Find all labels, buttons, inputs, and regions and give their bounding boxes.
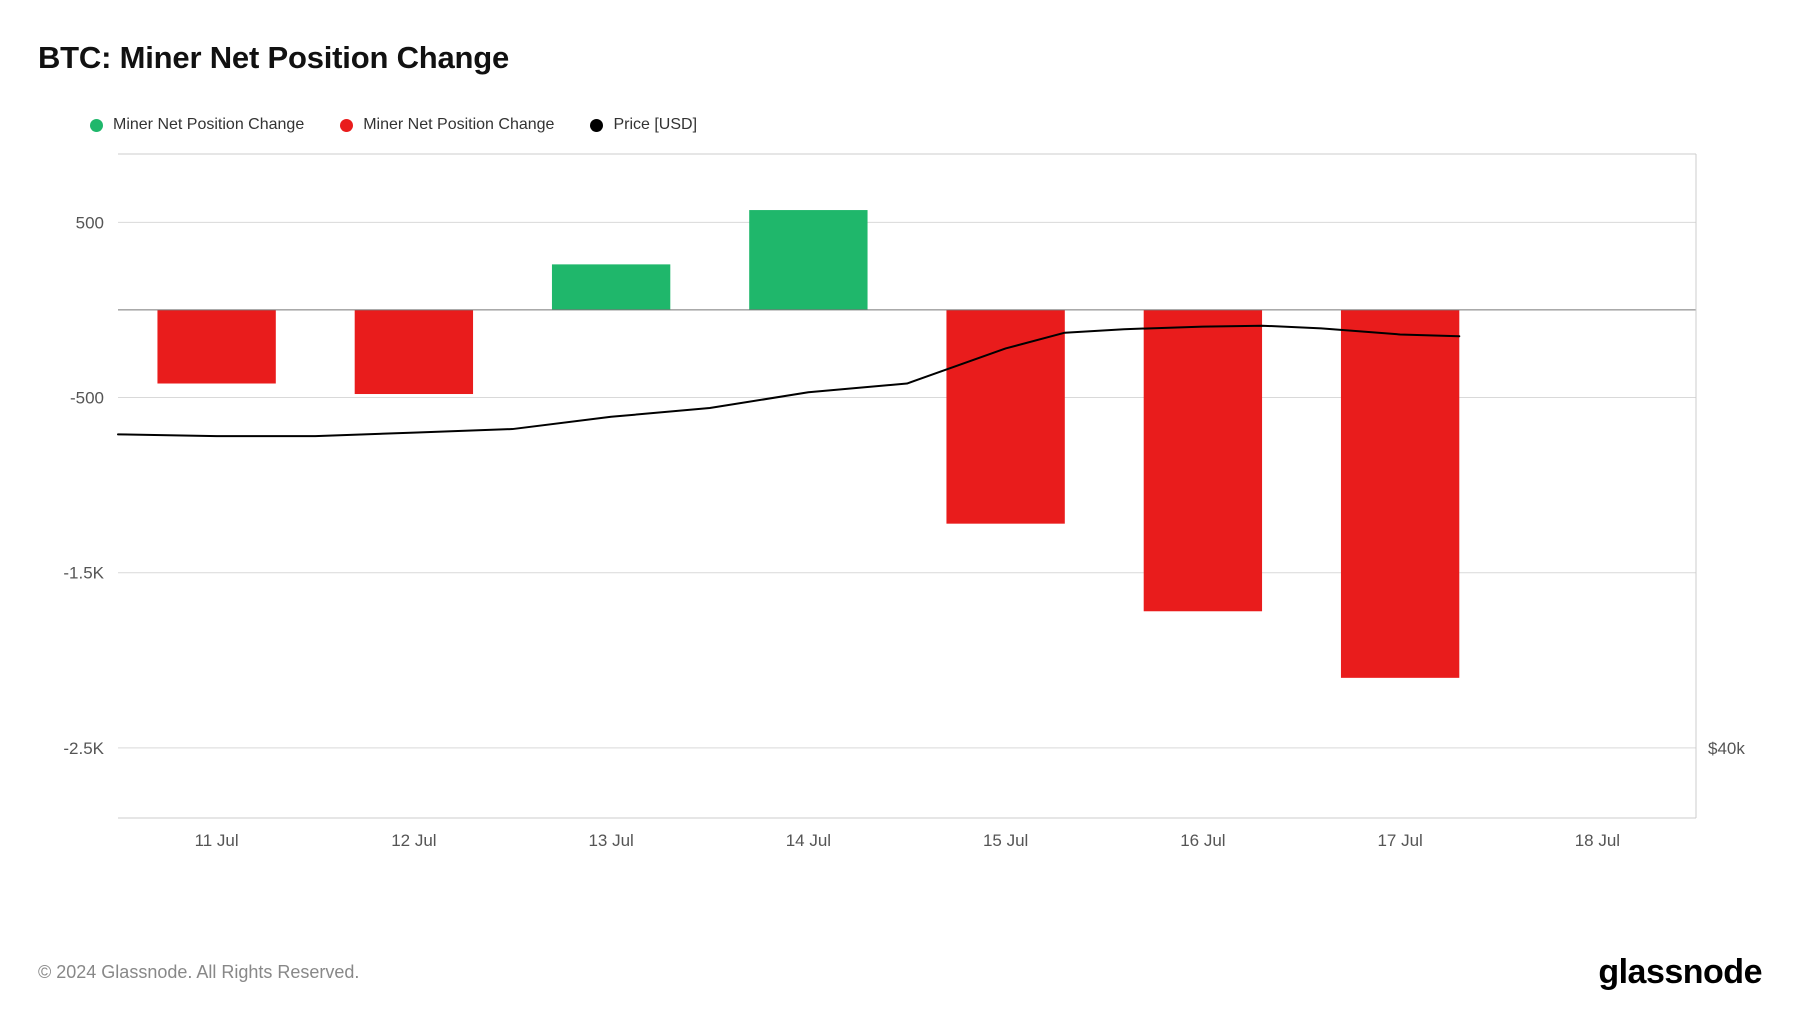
- y-left-tick-label: -1.5K: [63, 564, 104, 583]
- legend-item-negative: Miner Net Position Change: [340, 116, 554, 134]
- bar: [946, 310, 1064, 524]
- legend-item-price: Price [USD]: [590, 116, 697, 134]
- x-tick-label: 14 Jul: [786, 831, 831, 850]
- legend-dot-positive: [90, 119, 103, 132]
- brand-logo: glassnode: [1598, 953, 1762, 992]
- bar: [749, 210, 867, 310]
- chart-title: BTC: Miner Net Position Change: [38, 40, 1762, 76]
- bar: [355, 310, 473, 394]
- y-right-tick-label: $40k: [1708, 739, 1745, 758]
- legend-dot-negative: [340, 119, 353, 132]
- legend-label-price: Price [USD]: [613, 116, 697, 134]
- x-tick-label: 12 Jul: [391, 831, 436, 850]
- y-left-tick-label: -2.5K: [63, 739, 104, 758]
- legend-item-positive: Miner Net Position Change: [90, 116, 304, 134]
- bar: [157, 310, 275, 384]
- bar: [1341, 310, 1459, 678]
- x-tick-label: 13 Jul: [588, 831, 633, 850]
- bar: [552, 264, 670, 310]
- legend-label-positive: Miner Net Position Change: [113, 116, 304, 134]
- legend: Miner Net Position Change Miner Net Posi…: [90, 116, 1762, 134]
- x-tick-label: 11 Jul: [195, 831, 239, 850]
- chart-svg: 500 -500 -1.5K -2.5K $40k 11 Jul 12 Jul 13 Jul 1…: [38, 148, 1762, 868]
- y-left-tick-label: -500: [70, 389, 104, 408]
- x-tick-label: 16 Jul: [1180, 831, 1225, 850]
- chart-area: 500 -500 -1.5K -2.5K $40k 11 Jul 12 Jul 13 Jul 1…: [38, 148, 1762, 941]
- bar: [1144, 310, 1262, 611]
- x-tick-label: 15 Jul: [983, 831, 1028, 850]
- y-left-tick-label: 500: [76, 213, 104, 232]
- legend-label-negative: Miner Net Position Change: [363, 116, 554, 134]
- x-tick-label: 17 Jul: [1377, 831, 1422, 850]
- x-tick-label: 18 Jul: [1575, 831, 1620, 850]
- copyright-text: © 2024 Glassnode. All Rights Reserved.: [38, 962, 359, 983]
- footer: © 2024 Glassnode. All Rights Reserved. g…: [38, 941, 1762, 1013]
- legend-dot-price: [590, 119, 603, 132]
